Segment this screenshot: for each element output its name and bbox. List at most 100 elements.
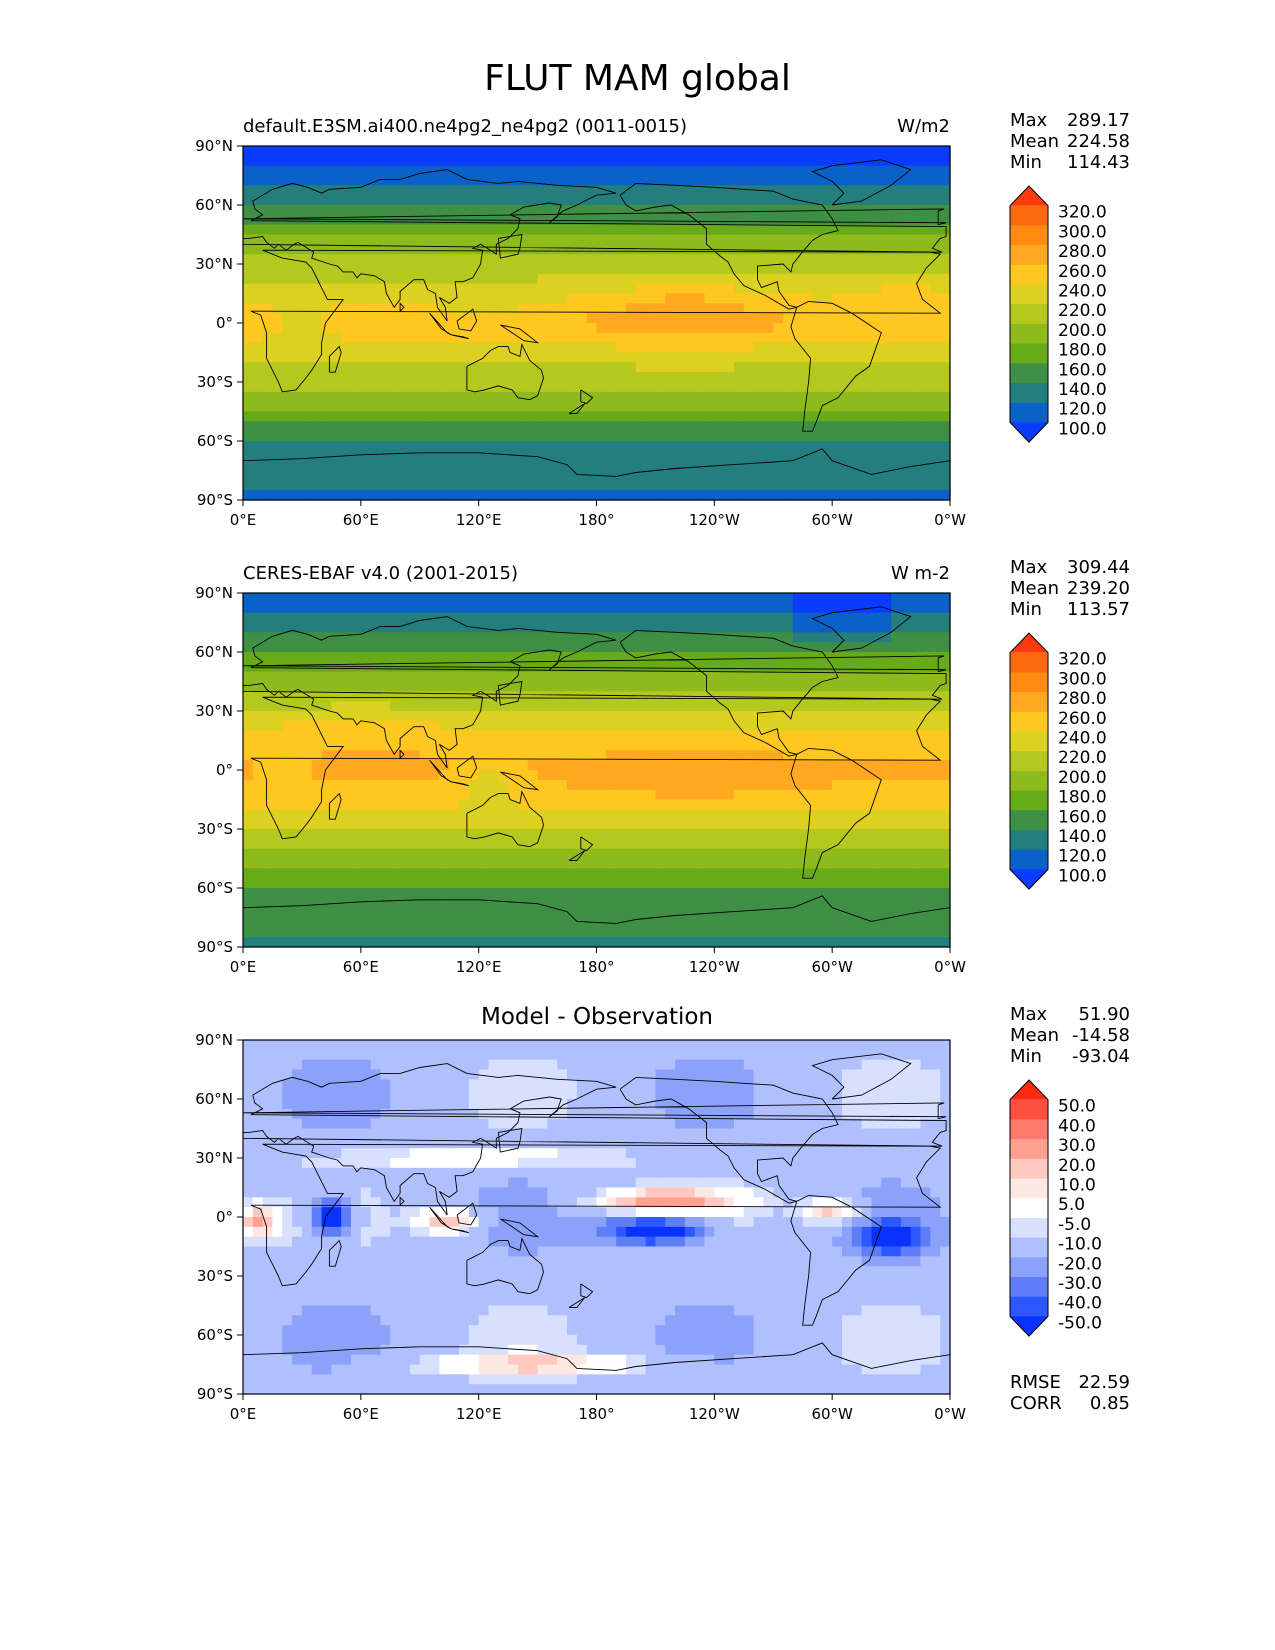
colorbar-segment <box>1010 731 1048 752</box>
colorbar-tick-label: 300.0 <box>1058 222 1107 242</box>
colorbar-segment <box>1010 225 1048 246</box>
colorbar-tick-label: 180.0 <box>1058 788 1107 808</box>
colorbar-tick-label: 20.0 <box>1058 1156 1096 1176</box>
map-field <box>243 146 951 501</box>
colorbar-tick-label: 280.0 <box>1058 689 1107 709</box>
colorbar-tick-label: 30.0 <box>1058 1136 1096 1156</box>
colorbar: 320.0300.0280.0260.0240.0220.0200.0180.0… <box>1009 632 1107 890</box>
lat-tick-label: 30°S <box>197 1267 233 1285</box>
colorbar-outline <box>1009 185 1049 443</box>
lon-tick-label: 0°W <box>934 1405 966 1423</box>
lat-tick-label: 90°N <box>195 137 233 155</box>
lat-tick-label: 30°N <box>195 702 233 720</box>
colorbar-segment <box>1010 1119 1048 1140</box>
colorbar-tick-label: -50.0 <box>1058 1313 1102 1333</box>
colorbar-tick-label: 240.0 <box>1058 282 1107 302</box>
colorbar-extend-min <box>1010 422 1048 443</box>
colorbar-segment <box>1010 1217 1048 1239</box>
stat-max-value: 289.17 <box>1067 110 1130 131</box>
colorbar-tick-label: 320.0 <box>1058 650 1107 670</box>
colorbar-extend-min <box>1010 1316 1048 1337</box>
colorbar-tick-label: 100.0 <box>1058 866 1107 886</box>
lon-tick-label: 120°W <box>689 511 740 529</box>
map-field <box>243 1040 951 1395</box>
colorbar-segment <box>1010 770 1048 792</box>
colorbar-segment <box>1010 672 1048 693</box>
map-panel-2: 90°N 60°N 30°N 0° 30°S 60°S 90°S 0°E 60°E 120°E 18… <box>195 1031 1102 1423</box>
panel-title-center: Model - Observation <box>480 1004 714 1030</box>
lon-tick-label: 60°E <box>343 511 379 529</box>
lat-tick-label: 60°S <box>197 432 233 450</box>
lat-tick-label: 0° <box>216 1208 233 1226</box>
coastlines <box>242 1053 951 1371</box>
lon-tick-label: 180° <box>578 511 614 529</box>
stat-mean-value: 224.58 <box>1067 131 1130 152</box>
colorbar-tick-label: 160.0 <box>1058 360 1107 380</box>
colorbar-segment <box>1010 1198 1048 1219</box>
colorbar-outline <box>1009 632 1049 890</box>
lat-tick-label: 0° <box>216 314 233 332</box>
lon-tick-label: 0°E <box>230 958 257 976</box>
lon-tick-label: 180° <box>578 1405 614 1423</box>
colorbar-segment <box>1010 810 1048 831</box>
colorbar-segment <box>1010 264 1048 285</box>
coastlines <box>242 159 951 477</box>
colorbar-extend-min <box>1010 869 1048 890</box>
coastlines <box>242 606 951 924</box>
lon-tick-label: 120°W <box>689 1405 740 1423</box>
stat-max-label: Max <box>1010 1004 1048 1025</box>
colorbar-tick-label: 120.0 <box>1058 400 1107 420</box>
rmse-value: 22.59 <box>1078 1372 1130 1393</box>
colorbar-tick-label: 260.0 <box>1058 709 1107 729</box>
colorbar-segment <box>1010 205 1048 226</box>
stat-min-label: Min <box>1010 1046 1042 1067</box>
stat-mean-value: -14.58 <box>1071 1025 1130 1046</box>
lon-tick-label: 0°E <box>230 1405 257 1423</box>
colorbar-tick-label: 50.0 <box>1058 1097 1096 1117</box>
colorbar-tick-label: 260.0 <box>1058 262 1107 282</box>
lat-tick-label: 90°S <box>197 491 233 509</box>
colorbar-segment <box>1010 363 1048 384</box>
colorbar-segment <box>1010 343 1048 364</box>
colorbar-segment <box>1010 323 1048 345</box>
colorbar-tick-label: 300.0 <box>1058 669 1107 689</box>
lat-tick-label: 60°S <box>197 879 233 897</box>
colorbar-tick-label: 140.0 <box>1058 380 1107 400</box>
lon-tick-label: 120°E <box>456 1405 502 1423</box>
colorbar-tick-label: 280.0 <box>1058 242 1107 262</box>
lat-tick-label: 30°S <box>197 820 233 838</box>
colorbar: 50.040.030.020.010.05.0-5.0-10.0-20.0-30… <box>1009 1079 1102 1337</box>
colorbar-tick-label: -30.0 <box>1058 1274 1102 1294</box>
colorbar-segment <box>1010 652 1048 673</box>
colorbar-segment <box>1010 1139 1048 1160</box>
colorbar-tick-label: 200.0 <box>1058 768 1107 788</box>
stat-max-label: Max <box>1010 110 1048 131</box>
colorbar-segment <box>1010 1277 1048 1298</box>
stat-max-label: Max <box>1010 557 1048 578</box>
colorbar-tick-label: 160.0 <box>1058 807 1107 827</box>
lat-tick-label: 60°S <box>197 1326 233 1344</box>
lat-tick-label: 0° <box>216 761 233 779</box>
colorbar-segment <box>1010 1237 1048 1258</box>
colorbar-tick-label: 200.0 <box>1058 321 1107 341</box>
colorbar-segment <box>1010 751 1048 772</box>
colorbar-tick-label: 120.0 <box>1058 847 1107 867</box>
lon-tick-label: 120°E <box>456 958 502 976</box>
colorbar-segment <box>1010 1257 1048 1278</box>
colorbar-tick-label: 100.0 <box>1058 419 1107 439</box>
lon-tick-label: 180° <box>578 958 614 976</box>
lat-tick-label: 30°N <box>195 1149 233 1167</box>
stat-mean-value: 239.20 <box>1067 578 1130 599</box>
lon-tick-label: 60°W <box>811 958 853 976</box>
colorbar-tick-label: 5.0 <box>1058 1195 1085 1215</box>
stat-min-value: -93.04 <box>1071 1046 1130 1067</box>
lat-tick-label: 60°N <box>195 643 233 661</box>
colorbar-extend-max <box>1010 186 1048 206</box>
lon-tick-label: 60°E <box>343 958 379 976</box>
colorbar-tick-label: -5.0 <box>1058 1215 1091 1235</box>
rmse-label: RMSE <box>1010 1372 1061 1393</box>
colorbar-tick-label: 40.0 <box>1058 1116 1096 1136</box>
corr-label: CORR <box>1010 1393 1062 1414</box>
stat-max-value: 309.44 <box>1067 557 1130 578</box>
